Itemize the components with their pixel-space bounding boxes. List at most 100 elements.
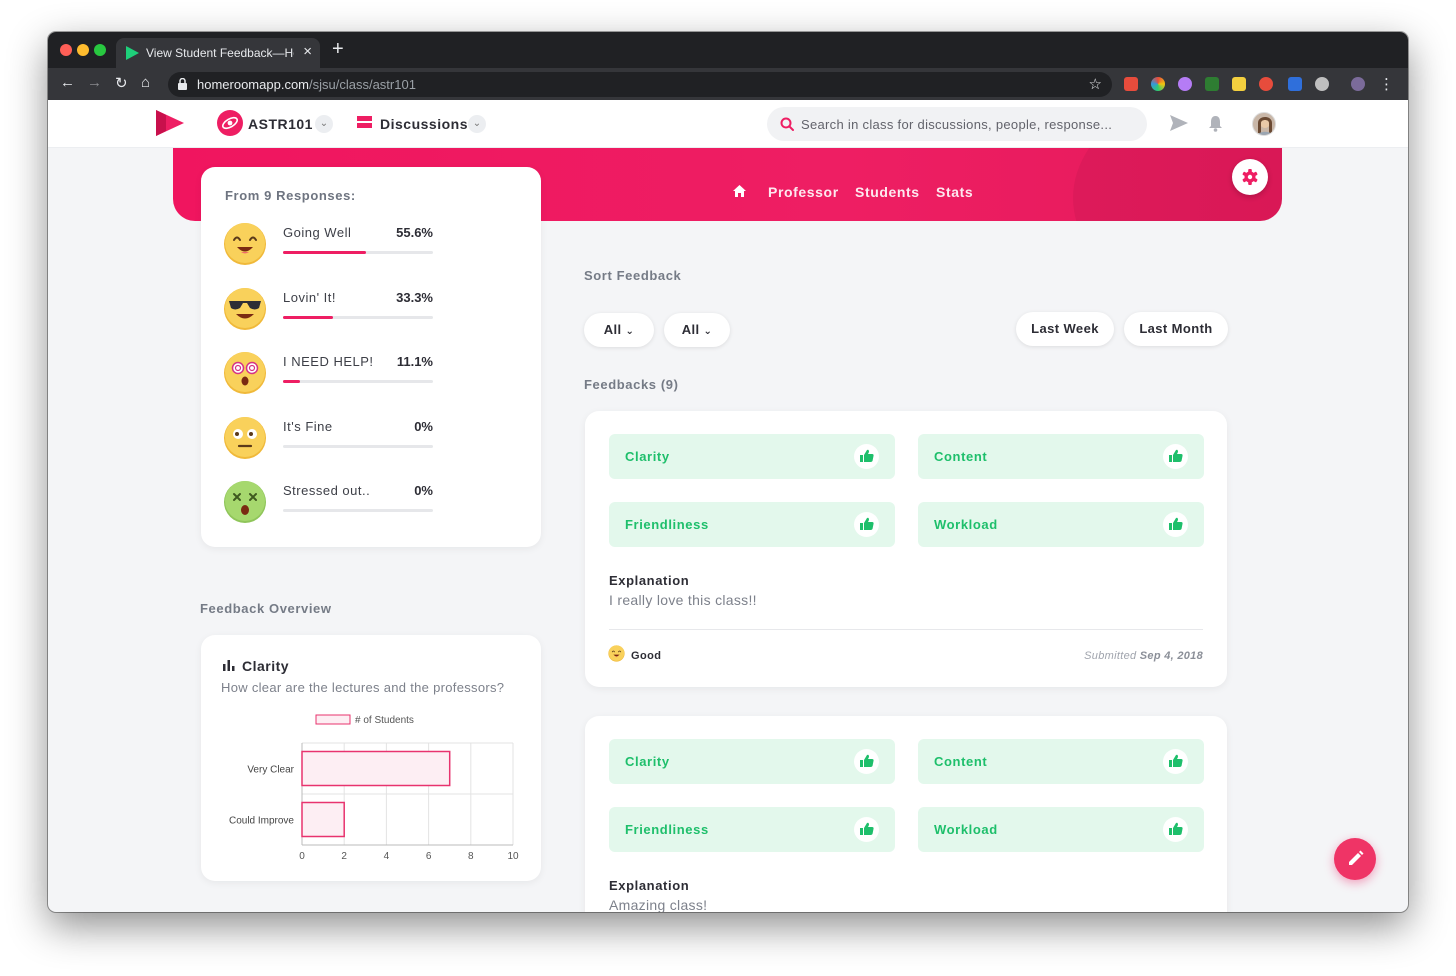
response-progress-bar — [283, 444, 433, 448]
back-icon[interactable]: ← — [60, 74, 75, 91]
thumb-glyph — [860, 754, 874, 767]
filter-2-label: All — [681, 322, 700, 337]
thumbs-up-icon — [1163, 444, 1188, 469]
submitted-date: Submitted Sep 4, 2018 — [1084, 650, 1203, 662]
class-dropdown-chevron-icon[interactable]: ⌄ — [315, 115, 333, 133]
extension-icon[interactable] — [1205, 77, 1219, 91]
close-window-button[interactable] — [60, 44, 72, 56]
feedback-card: Clarity Content Friendliness Workload Ex… — [585, 716, 1227, 912]
browser-tab[interactable]: View Student Feedback—Homeroom × — [116, 38, 320, 68]
extension-icon[interactable] — [1232, 77, 1246, 91]
response-percent: 0% — [414, 418, 433, 434]
home-icon[interactable]: ⌂ — [141, 74, 151, 91]
close-tab-icon[interactable]: × — [303, 43, 312, 60]
compose-button[interactable] — [1334, 838, 1376, 880]
extension-icon[interactable] — [1124, 77, 1138, 91]
thumbs-up-icon — [1163, 512, 1188, 537]
feedback-tag: Friendliness — [609, 807, 895, 852]
feedbacks-count-title: Feedbacks (9) — [584, 377, 679, 392]
forward-icon[interactable]: → — [87, 74, 102, 91]
feedback-tag: Clarity — [609, 739, 895, 784]
explanation-heading: Explanation — [609, 878, 690, 893]
feedback-tag: Clarity — [609, 434, 895, 479]
search-input[interactable]: Search in class for discussions, people,… — [767, 107, 1147, 141]
address-bar[interactable]: homeroomapp.com/sjsu/class/astr101 ☆ — [168, 72, 1112, 97]
filter-dropdown-1[interactable]: All ⌄ — [584, 313, 654, 347]
tag-label: Friendliness — [625, 822, 709, 837]
explanation-text: I really love this class!! — [609, 592, 757, 608]
tag-label: Workload — [934, 822, 998, 837]
tag-label: Workload — [934, 517, 998, 532]
divider — [609, 629, 1203, 630]
y-category-label: Could Improve — [229, 816, 294, 827]
home-tab-icon[interactable] — [733, 185, 746, 197]
thumb-glyph — [1169, 449, 1183, 462]
settings-button[interactable] — [1232, 159, 1268, 195]
discussions-icon — [357, 116, 372, 128]
clarity-bar-chart: # of Students 0 2 4 6 8 10 Very Clear Could Impr… — [229, 714, 519, 862]
legend-label: # of Students — [355, 715, 414, 726]
bookmark-star-icon[interactable]: ☆ — [1088, 76, 1102, 93]
tab-title: View Student Feedback—Homeroom — [146, 46, 294, 60]
notification-bell-icon[interactable] — [1208, 115, 1223, 132]
profile-icon[interactable] — [1351, 77, 1365, 91]
feedback-tag: Content — [918, 739, 1204, 784]
feedback-tag: Content — [918, 434, 1204, 479]
x-tick-label: 0 — [299, 851, 305, 862]
filter-dropdown-2[interactable]: All ⌄ — [664, 313, 730, 347]
extension-icon[interactable] — [1178, 77, 1192, 91]
maximize-window-button[interactable] — [94, 44, 106, 56]
response-row: It's Fine 0% — [223, 416, 443, 466]
class-name[interactable]: ASTR101 — [248, 116, 313, 132]
tab-professor[interactable]: Professor — [768, 184, 839, 200]
browser-window: View Student Feedback—Homeroom × + ← → ↻… — [48, 32, 1408, 912]
sunglasses-face-icon — [224, 287, 266, 330]
bar — [301, 750, 451, 787]
thumb-glyph — [860, 822, 874, 835]
responses-title: From 9 Responses: — [225, 188, 356, 203]
search-placeholder: Search in class for discussions, people,… — [801, 117, 1113, 132]
last-month-button[interactable]: Last Month — [1124, 312, 1228, 346]
section-dropdown-chevron-icon[interactable]: ⌄ — [468, 115, 486, 133]
thumb-glyph — [1169, 754, 1183, 767]
response-row: Stressed out.. 0% — [223, 480, 443, 530]
feedback-tag: Workload — [918, 502, 1204, 547]
reload-icon[interactable]: ↻ — [115, 75, 128, 92]
response-row: Going Well 55.6% — [223, 222, 443, 272]
chart-question: How clear are the lectures and the profe… — [221, 680, 505, 695]
thumbs-up-icon — [854, 512, 879, 537]
homeroom-logo-icon[interactable] — [156, 110, 184, 136]
browser-tab-bar: View Student Feedback—Homeroom × + — [48, 32, 1408, 68]
extension-icon[interactable] — [1259, 77, 1273, 91]
x-tick-label: 2 — [341, 851, 347, 862]
tag-label: Clarity — [625, 449, 670, 464]
tab-stats[interactable]: Stats — [936, 184, 974, 200]
tag-label: Friendliness — [625, 517, 709, 532]
app-header: ASTR101 ⌄ Discussions ⌄ Search in class … — [48, 100, 1408, 148]
tag-label: Content — [934, 754, 988, 769]
extension-icon[interactable] — [1315, 77, 1329, 91]
homeroom-favicon-icon — [126, 46, 139, 60]
browser-toolbar: ← → ↻ ⌂ homeroomapp.com/sjsu/class/astr1… — [48, 68, 1408, 100]
chevron-down-icon: ⌄ — [703, 326, 713, 337]
response-progress-bar — [283, 251, 433, 254]
response-percent: 0% — [414, 483, 433, 498]
send-icon[interactable] — [1170, 115, 1188, 131]
happy-face-icon — [608, 645, 625, 662]
extension-icon[interactable] — [1288, 77, 1302, 91]
dizzy-face-icon — [224, 352, 266, 394]
section-selector[interactable]: Discussions — [380, 116, 468, 132]
last-week-button[interactable]: Last Week — [1016, 312, 1114, 346]
thumb-glyph — [860, 449, 874, 462]
menu-icon[interactable]: ⋮ — [1379, 76, 1394, 93]
y-category-label: Very Clear — [247, 765, 294, 776]
thumbs-up-icon — [854, 749, 879, 774]
user-avatar[interactable] — [1252, 112, 1276, 136]
new-tab-icon[interactable]: + — [332, 38, 344, 60]
minimize-window-button[interactable] — [77, 44, 89, 56]
sick-face-icon — [224, 481, 266, 523]
response-percent: 33.3% — [396, 289, 433, 305]
tab-students[interactable]: Students — [855, 184, 920, 200]
extension-icon[interactable] — [1151, 77, 1165, 91]
response-label: Going Well — [283, 225, 352, 240]
